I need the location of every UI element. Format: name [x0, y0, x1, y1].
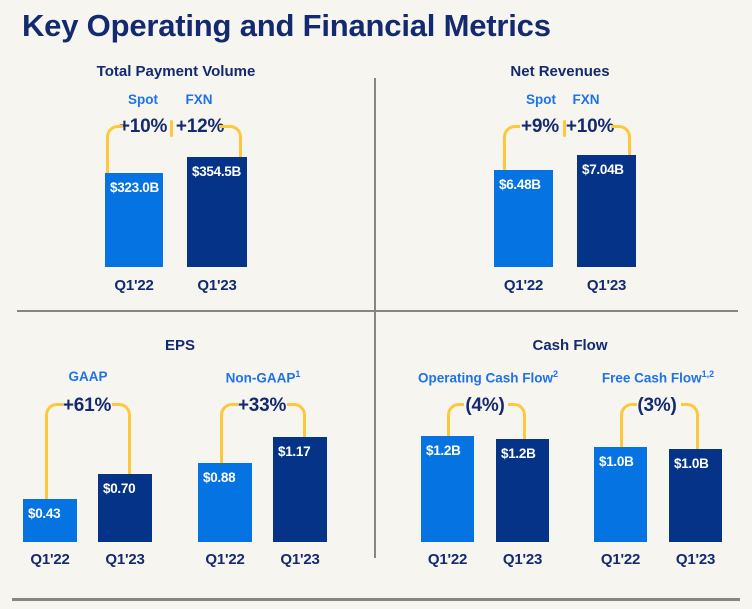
tpv-bar-q122: $323.0B	[105, 173, 163, 267]
eps-nongaap-bracket-right	[287, 403, 306, 440]
eps-nongaap-bar-value-q122: $0.88	[203, 470, 236, 485]
netrev-change-spot: +9%	[521, 116, 559, 137]
fcf-bracket-left	[620, 403, 637, 450]
eps-gaap-bracket-left	[45, 403, 63, 502]
tpv-bar-value-q122: $323.0B	[110, 180, 159, 195]
eps-change-nongaap: +33%	[237, 395, 287, 416]
divider-vertical	[374, 78, 376, 558]
eps-series-label-nongaap-text: Non-GAAP	[225, 370, 296, 386]
netrev-bar-value-q122: $6.48B	[499, 177, 541, 192]
eps-nongaap-category-q122: Q1'22	[205, 551, 245, 568]
fcf-bracket-right	[681, 403, 699, 452]
tpv-change-separator	[170, 120, 173, 137]
eps-gaap-category-q123: Q1'23	[105, 551, 145, 568]
ocf-bar-value-q123: $1.2B	[501, 446, 536, 461]
eps-gaap-category-q122: Q1'22	[30, 551, 70, 568]
eps-gaap-bar-value-q123: $0.70	[103, 481, 136, 496]
netrev-change-separator	[563, 120, 566, 137]
tpv-bracket-left	[106, 125, 123, 176]
cashflow-series-label-ocf-text: Operating Cash Flow	[417, 370, 553, 386]
eps-gaap-bar-q123: $0.70	[98, 474, 152, 542]
netrev-series-label-fxn: FXN	[572, 92, 600, 107]
tpv-category-q122: Q1'22	[114, 277, 154, 294]
eps-nongaap-bracket-left	[220, 403, 238, 466]
fcf-bar-value-q122: $1.0B	[599, 454, 634, 469]
netrev-bar-value-q123: $7.04B	[582, 162, 624, 177]
fcf-bar-q122: $1.0B	[594, 447, 647, 542]
eps-nongaap-bar-value-q123: $1.17	[278, 444, 311, 459]
cashflow-change-ocf: (4%)	[465, 395, 505, 416]
cashflow-series-label-fcf: Free Cash Flow1,2	[568, 369, 748, 386]
cashflow-title: Cash Flow	[532, 337, 608, 354]
eps-nongaap-bar-q122: $0.88	[198, 463, 252, 542]
ocf-category-q122: Q1'22	[427, 551, 468, 568]
ocf-bracket-left	[447, 403, 464, 439]
divider-horizontal	[17, 310, 738, 312]
tpv-series-label-fxn: FXN	[185, 92, 213, 107]
netrev-category-q123: Q1'23	[586, 277, 627, 294]
eps-series-label-gaap: GAAP	[28, 369, 148, 384]
tpv-change-fxn: +12%	[175, 116, 225, 137]
tpv-series-label-spot: Spot	[128, 92, 158, 107]
tpv-title: Total Payment Volume	[96, 63, 256, 80]
tpv-bracket-right	[219, 125, 242, 160]
netrev-bracket-right	[611, 125, 631, 158]
ocf-bracket-right	[508, 403, 526, 442]
ocf-bar-value-q122: $1.2B	[426, 443, 461, 458]
netrev-bar-q122: $6.48B	[494, 170, 553, 267]
netrev-title: Net Revenues	[510, 63, 610, 80]
ocf-footnote-marker: 2	[553, 369, 559, 379]
cashflow-series-label-fcf-text: Free Cash Flow	[601, 370, 702, 386]
netrev-change-fxn: +10%	[565, 116, 615, 137]
cashflow-series-label-ocf: Operating Cash Flow2	[398, 369, 578, 386]
ocf-bar-q122: $1.2B	[421, 436, 474, 542]
ocf-bar-q123: $1.2B	[496, 439, 549, 542]
fcf-category-q123: Q1'23	[675, 551, 716, 568]
fcf-category-q122: Q1'22	[600, 551, 641, 568]
netrev-series-label-spot: Spot	[526, 92, 556, 107]
netrev-category-q122: Q1'22	[503, 277, 544, 294]
netrev-bar-q123: $7.04B	[577, 155, 636, 267]
page-title: Key Operating and Financial Metrics	[22, 8, 551, 43]
cashflow-change-fcf: (3%)	[637, 395, 677, 416]
tpv-bar-q123: $354.5B	[187, 157, 247, 267]
eps-nongaap-category-q123: Q1'23	[280, 551, 320, 568]
tpv-bar-value-q123: $354.5B	[192, 164, 241, 179]
fcf-footnote-marker: 1,2	[701, 369, 715, 379]
eps-gaap-bar-q122: $0.43	[23, 499, 77, 542]
eps-nongaap-footnote-marker: 1	[295, 369, 301, 379]
fcf-bar-q123: $1.0B	[669, 449, 722, 542]
eps-series-label-gaap-text: GAAP	[68, 369, 108, 384]
eps-change-gaap: +61%	[62, 395, 112, 416]
eps-nongaap-bar-q123: $1.17	[273, 437, 327, 542]
ocf-category-q123: Q1'23	[502, 551, 543, 568]
eps-series-label-nongaap: Non-GAAP1	[203, 369, 323, 386]
tpv-category-q123: Q1'23	[197, 277, 237, 294]
fcf-bar-value-q123: $1.0B	[674, 456, 709, 471]
tpv-change-spot: +10%	[118, 116, 168, 137]
eps-title: EPS	[164, 337, 195, 354]
netrev-bracket-left	[503, 125, 520, 173]
divider-bottom	[12, 598, 740, 601]
eps-gaap-bar-value-q122: $0.43	[28, 506, 61, 521]
eps-gaap-bracket-right	[112, 403, 131, 477]
